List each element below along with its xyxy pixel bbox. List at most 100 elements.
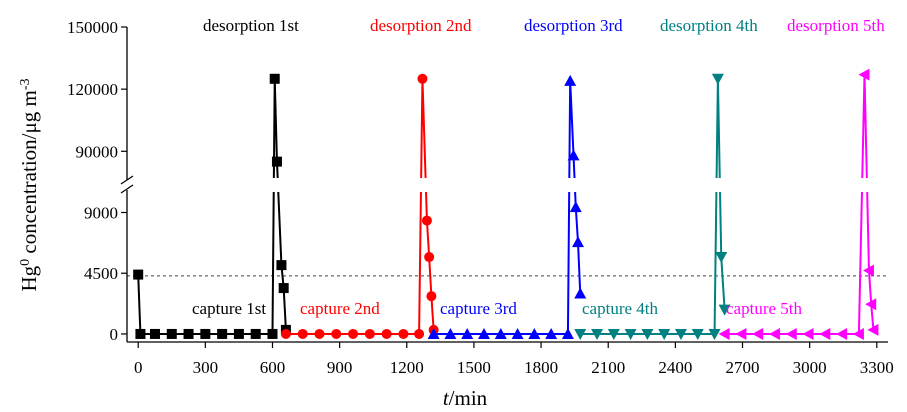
x-tick-label: 300 (193, 358, 219, 377)
marker-triangle-down (658, 328, 671, 340)
y-axis-title-part: concentration/μg m (17, 90, 41, 259)
y-tick-label: 0 (110, 325, 119, 344)
marker-triangle-left (867, 323, 879, 336)
marker-triangle-left (768, 327, 780, 340)
marker-triangle-left (785, 327, 797, 340)
x-tick-label: 1500 (457, 358, 491, 377)
marker-triangle-up (494, 327, 507, 339)
marker-circle (314, 328, 325, 339)
marker-triangle-up (574, 287, 587, 299)
y-axis-title-superscript: -3 (18, 78, 33, 90)
x-tick-label: 1800 (524, 358, 558, 377)
series-5 (718, 68, 879, 340)
series-line (724, 74, 875, 335)
marker-triangle-down (591, 328, 604, 340)
y-tick-label: 4500 (84, 264, 118, 283)
marker-triangle-up (528, 327, 541, 339)
marker-triangle-down (641, 328, 654, 340)
marker-circle (426, 291, 437, 302)
axes-layer: 0 300 600 900 1200 1500 1800 2100 2400 2700 3000 33… (67, 18, 894, 377)
marker-square (135, 328, 146, 339)
marker-triangle-down (691, 328, 704, 340)
y-axis-break-mark (120, 184, 134, 194)
marker-triangle-left (752, 327, 764, 340)
series-line (285, 78, 435, 335)
marker-triangle-left (802, 327, 814, 340)
marker-triangle-down (624, 328, 637, 340)
series-line (137, 78, 287, 335)
marker-circle (421, 215, 432, 226)
annotation-capture: capture 2nd (300, 299, 380, 318)
x-tick-label: 2100 (591, 358, 625, 377)
marker-circle (364, 328, 375, 339)
marker-triangle-down (715, 252, 728, 264)
marker-square (278, 283, 289, 294)
x-tick-label: 2700 (726, 358, 760, 377)
marker-triangle-down (718, 304, 731, 316)
series-2 (280, 73, 439, 339)
marker-triangle-left (819, 327, 831, 340)
x-tick-label: 2400 (658, 358, 692, 377)
marker-triangle-up (569, 201, 582, 213)
annotation-desorption: desorption 2nd (370, 16, 472, 35)
marker-square (269, 73, 280, 84)
marker-triangle-left (865, 298, 877, 311)
marker-triangle-left (735, 327, 747, 340)
marker-square (133, 269, 144, 280)
x-axis-title: t/min (443, 386, 488, 410)
marker-circle (331, 328, 342, 339)
marker-circle (381, 328, 392, 339)
x-tick-label: 600 (260, 358, 286, 377)
marker-triangle-up (444, 327, 457, 339)
marker-circle (297, 328, 308, 339)
marker-square (267, 328, 278, 339)
marker-triangle-down (574, 328, 587, 340)
x-tick-label: 3000 (793, 358, 827, 377)
marker-circle (348, 328, 359, 339)
annotation-capture: capture 1st (192, 299, 266, 318)
marker-triangle-left (858, 68, 870, 81)
y-axis-title-part: Hg (17, 265, 41, 291)
marker-circle (398, 328, 409, 339)
marker-square (271, 156, 282, 167)
marker-square (200, 328, 211, 339)
marker-square (166, 328, 177, 339)
y-tick-label: 120000 (67, 80, 118, 99)
marker-circle (417, 73, 428, 84)
marker-triangle-up (564, 74, 577, 86)
x-tick-label: 3300 (860, 358, 894, 377)
marker-square (149, 328, 160, 339)
marker-triangle-up (511, 327, 524, 339)
y-tick-label: 90000 (76, 142, 119, 161)
x-tick-label: 1200 (390, 358, 424, 377)
marker-square (276, 260, 287, 271)
marker-triangle-up (567, 149, 580, 161)
marker-triangle-left (862, 264, 874, 277)
axis-break-gap (128, 178, 888, 192)
marker-triangle-up (427, 327, 440, 339)
series-3 (427, 74, 587, 339)
marker-square (233, 328, 244, 339)
series-layer (128, 68, 888, 340)
annotation-capture: capture 5th (726, 299, 802, 318)
marker-triangle-up (461, 327, 474, 339)
marker-square (217, 328, 228, 339)
marker-circle (414, 328, 425, 339)
marker-triangle-up (572, 236, 585, 248)
marker-triangle-left (852, 327, 864, 340)
series-line (580, 78, 726, 335)
annotation-desorption: desorption 4th (660, 16, 758, 35)
marker-triangle-down (711, 73, 724, 85)
y-axis-break-mark (120, 175, 134, 185)
marker-triangle-down (708, 328, 721, 340)
series-line (433, 80, 582, 335)
marker-triangle-down (607, 328, 620, 340)
y-axis-title-superscript: 0 (18, 259, 33, 266)
marker-triangle-down (674, 328, 687, 340)
annotation-desorption: desorption 1st (203, 16, 299, 35)
marker-triangle-up (561, 327, 574, 339)
y-tick-label: 150000 (67, 18, 118, 37)
marker-triangle-up (545, 327, 558, 339)
